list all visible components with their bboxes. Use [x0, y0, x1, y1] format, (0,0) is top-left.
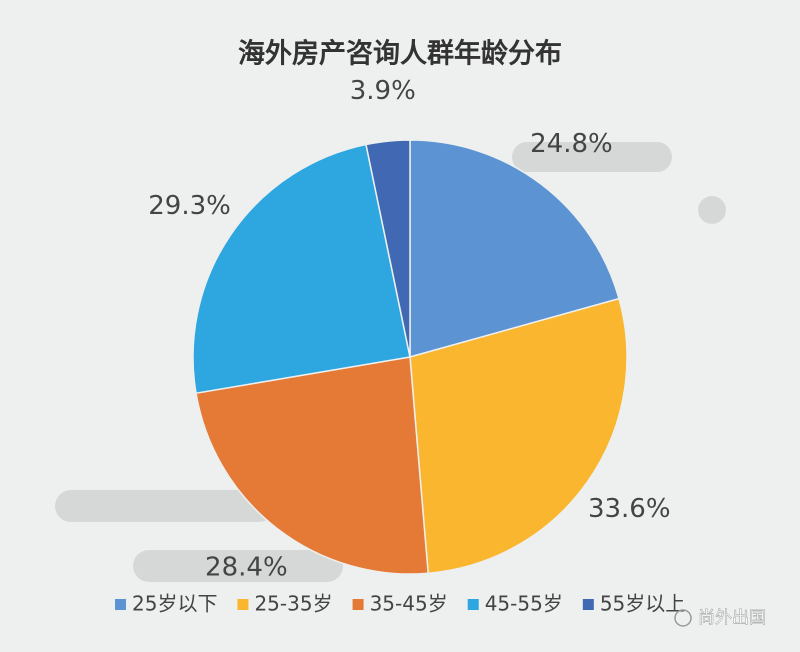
legend-swatch	[115, 599, 126, 610]
decor-bar	[512, 142, 672, 172]
pie-slice	[409, 139, 620, 358]
legend-label: 45-55岁	[485, 592, 563, 616]
legend: 25岁以下 25-35岁 35-45岁 45-55岁 55岁以上	[115, 592, 685, 616]
legend-swatch	[352, 599, 364, 610]
legend-label: 25-35岁	[254, 592, 332, 616]
data-label: 28.4%	[205, 552, 288, 582]
decor-dot	[698, 196, 726, 224]
pie-slice	[365, 139, 411, 358]
chart-title: 海外房产咨询人群年龄分布	[238, 38, 562, 70]
data-label: 3.9%	[350, 76, 416, 106]
watermark: 尚外出国	[698, 608, 766, 628]
pie-slice	[195, 356, 429, 575]
pie-slice	[192, 143, 411, 395]
legend-label: 35-45岁	[370, 592, 448, 616]
watermark-icon	[674, 609, 692, 627]
legend-swatch	[237, 599, 249, 610]
decor-bar	[133, 550, 343, 582]
legend-swatch	[582, 599, 594, 610]
decor-bar	[55, 490, 275, 522]
legend-label: 25岁以下	[132, 592, 217, 616]
data-label: 33.6%	[588, 494, 671, 524]
pie-slice	[409, 297, 628, 575]
pie: 24.8% 33.6% 28.4% 29.3% 3.9%	[148, 76, 670, 583]
data-label: 24.8%	[530, 129, 613, 159]
data-label: 29.3%	[148, 191, 231, 221]
legend-label: 55岁以上	[600, 592, 685, 616]
legend-swatch	[467, 599, 479, 610]
